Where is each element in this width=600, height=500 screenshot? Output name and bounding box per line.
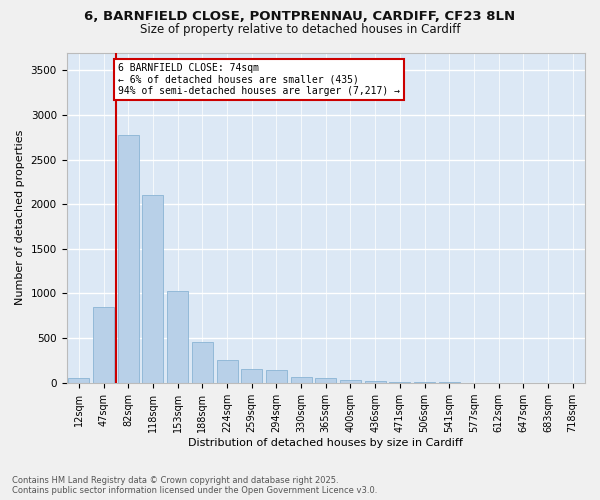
- Bar: [217, 360, 238, 382]
- Bar: [241, 370, 262, 382]
- Y-axis label: Number of detached properties: Number of detached properties: [15, 130, 25, 306]
- Bar: [365, 381, 386, 382]
- Bar: [315, 378, 336, 382]
- Text: 6, BARNFIELD CLOSE, PONTPRENNAU, CARDIFF, CF23 8LN: 6, BARNFIELD CLOSE, PONTPRENNAU, CARDIFF…: [85, 10, 515, 23]
- Bar: [142, 196, 163, 382]
- Bar: [192, 342, 213, 382]
- Bar: [290, 377, 311, 382]
- Bar: [93, 307, 114, 382]
- Text: Size of property relative to detached houses in Cardiff: Size of property relative to detached ho…: [140, 22, 460, 36]
- Text: 6 BARNFIELD CLOSE: 74sqm
← 6% of detached houses are smaller (435)
94% of semi-d: 6 BARNFIELD CLOSE: 74sqm ← 6% of detache…: [118, 63, 400, 96]
- Bar: [68, 378, 89, 382]
- Text: Contains HM Land Registry data © Crown copyright and database right 2025.
Contai: Contains HM Land Registry data © Crown c…: [12, 476, 377, 495]
- Bar: [266, 370, 287, 382]
- X-axis label: Distribution of detached houses by size in Cardiff: Distribution of detached houses by size …: [188, 438, 463, 448]
- Bar: [118, 134, 139, 382]
- Bar: [340, 380, 361, 382]
- Bar: [167, 291, 188, 382]
